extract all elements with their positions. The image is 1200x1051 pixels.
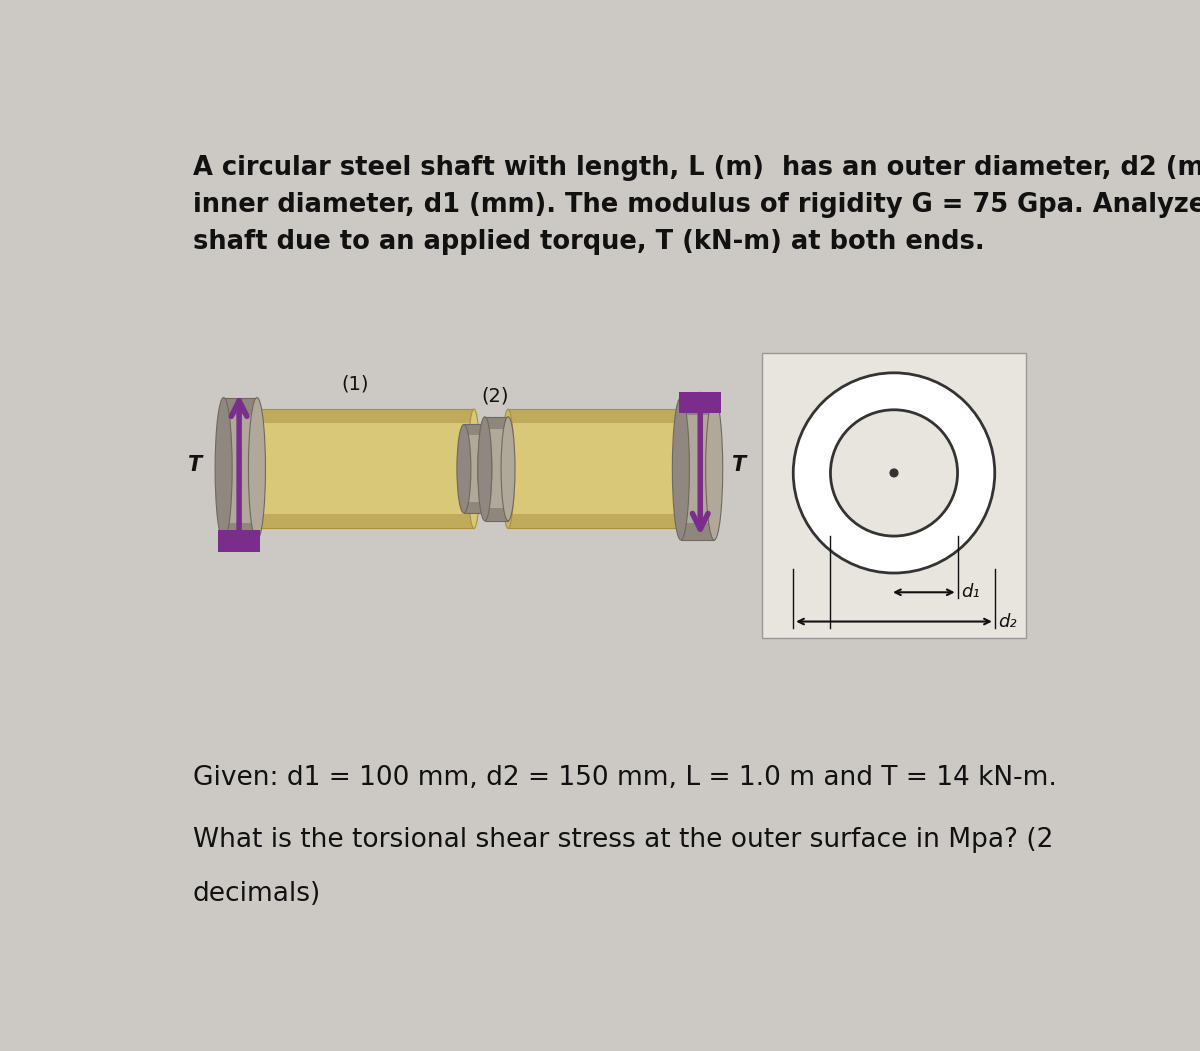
Bar [680, 397, 714, 415]
Ellipse shape [678, 409, 691, 529]
Bar [257, 409, 474, 529]
Text: A circular steel shaft with length, L (m)  has an outer diameter, d2 (mm) and
in: A circular steel shaft with length, L (m… [193, 156, 1200, 255]
Bar [679, 392, 721, 413]
Bar [223, 397, 257, 540]
Bar [464, 425, 485, 513]
Ellipse shape [672, 397, 689, 540]
Text: Given: d1 = 100 mm, d2 = 150 mm, L = 1.0 m and T = 14 kN-m.: Given: d1 = 100 mm, d2 = 150 mm, L = 1.0… [193, 765, 1056, 791]
Ellipse shape [215, 397, 232, 540]
Circle shape [793, 373, 995, 573]
Ellipse shape [502, 409, 515, 529]
Ellipse shape [478, 417, 492, 520]
Bar [485, 509, 508, 520]
Bar [257, 409, 474, 424]
Bar [762, 353, 1026, 638]
Bar [508, 514, 685, 529]
Bar [223, 397, 257, 415]
Circle shape [830, 410, 958, 536]
Ellipse shape [706, 397, 722, 540]
Text: decimals): decimals) [193, 881, 320, 907]
Text: (2): (2) [481, 386, 509, 405]
Bar [223, 523, 257, 540]
Text: T: T [188, 455, 202, 475]
Bar [464, 502, 485, 513]
Text: T: T [732, 455, 746, 475]
Text: d₁: d₁ [961, 583, 980, 601]
Ellipse shape [248, 397, 265, 540]
Ellipse shape [478, 425, 492, 513]
Ellipse shape [457, 425, 470, 513]
Text: d₂: d₂ [998, 613, 1018, 631]
Bar [680, 523, 714, 540]
Bar [485, 417, 508, 429]
Bar [508, 409, 685, 529]
Bar [464, 425, 485, 435]
Bar [508, 409, 685, 424]
Ellipse shape [251, 409, 263, 529]
Bar [485, 417, 508, 520]
Bar [257, 514, 474, 529]
Bar [680, 397, 714, 540]
Ellipse shape [502, 417, 515, 520]
Text: What is the torsional shear stress at the outer surface in Mpa? (2: What is the torsional shear stress at th… [193, 827, 1054, 852]
Text: (1): (1) [342, 374, 370, 393]
Bar [218, 531, 260, 552]
Circle shape [890, 469, 898, 477]
Ellipse shape [468, 409, 480, 529]
